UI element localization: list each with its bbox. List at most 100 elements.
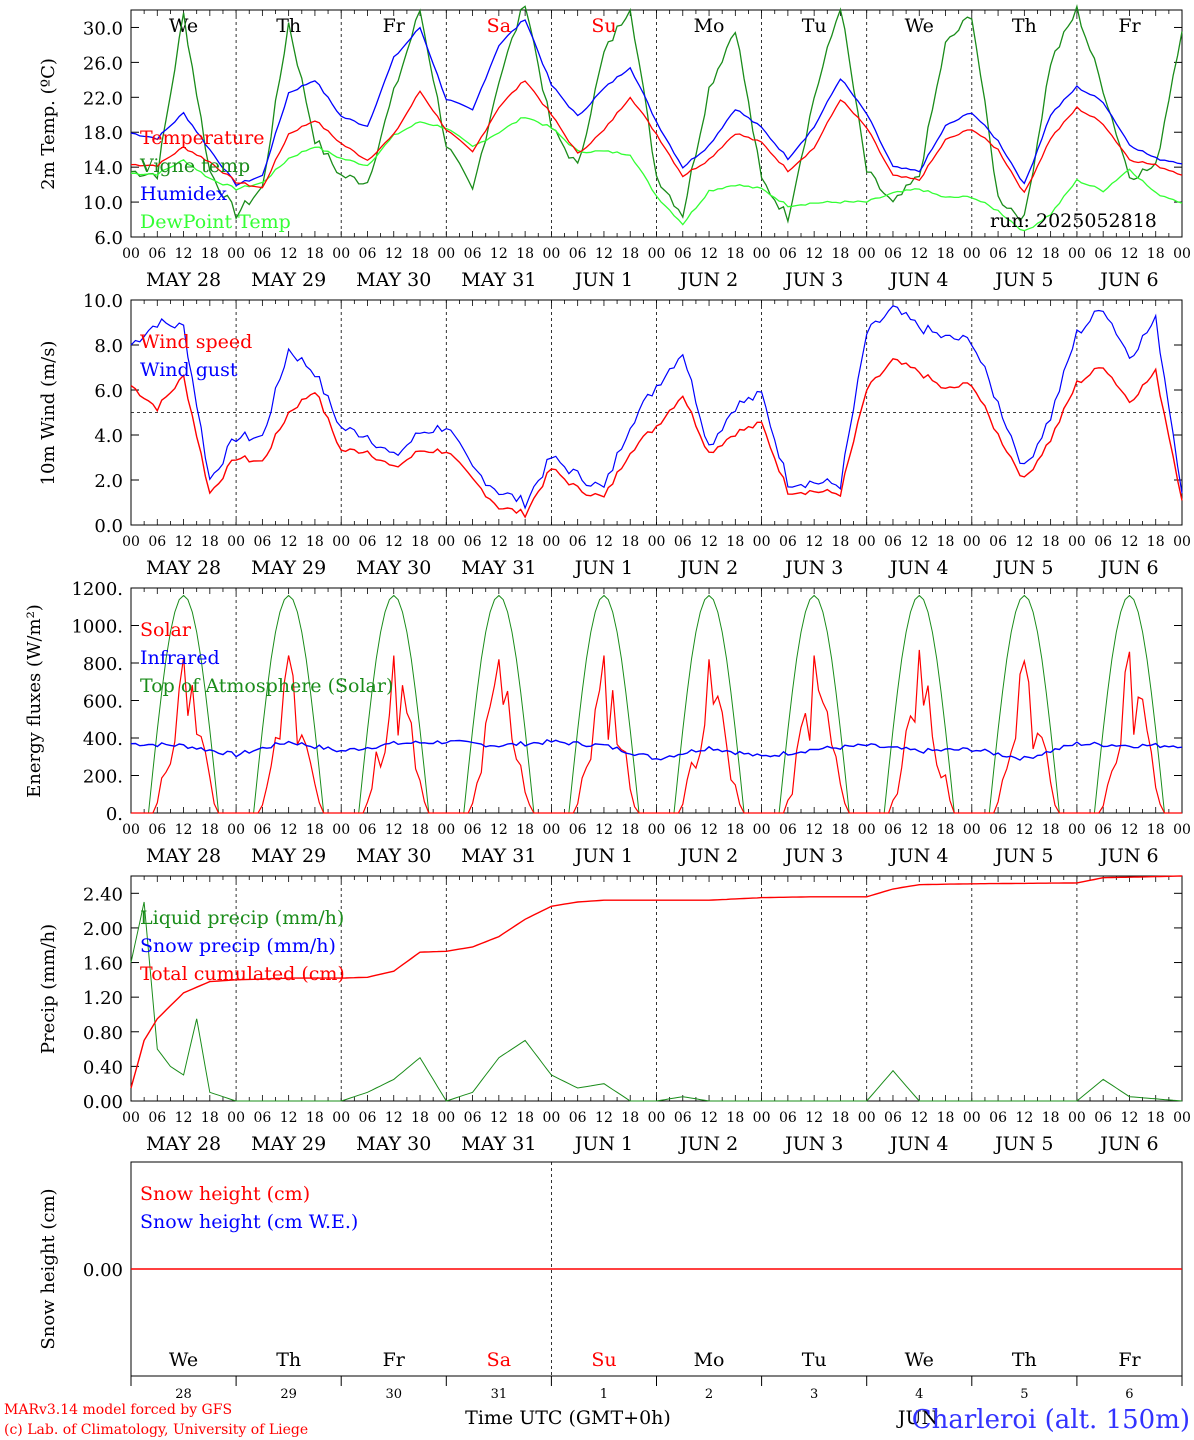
hour-tick-label: 06	[779, 534, 797, 550]
hour-tick-label: 12	[490, 1110, 508, 1126]
hour-tick-label: 12	[700, 534, 718, 550]
hour-tick-label: 06	[569, 534, 587, 550]
y-tick-label: 1200.	[71, 579, 123, 600]
day-number-label: 6	[1125, 1387, 1133, 1402]
energy-legend: Solar Infrared Top of Atmosphere (Solar)	[140, 619, 393, 697]
hour-tick-label: 06	[569, 246, 587, 262]
y-tick-label: 800.	[83, 654, 123, 675]
hour-tick-label: 18	[306, 534, 324, 550]
hour-tick-label: 00	[332, 246, 350, 262]
legend-wind-speed: Wind speed	[140, 331, 252, 353]
hour-tick-label: 18	[306, 246, 324, 262]
hour-tick-label: 12	[1015, 822, 1033, 838]
hour-tick-label: 06	[674, 822, 692, 838]
hour-tick-label: 12	[595, 246, 613, 262]
hour-tick-label: 12	[175, 822, 193, 838]
hour-tick-label: 00	[542, 534, 560, 550]
date-label: JUN 4	[888, 1133, 948, 1155]
hour-tick-label: 12	[490, 246, 508, 262]
date-label: JUN 1	[573, 1133, 633, 1155]
hour-tick-label: 12	[805, 534, 823, 550]
hour-tick-label: 18	[201, 1110, 219, 1126]
date-label: MAY 29	[251, 845, 326, 867]
hour-tick-label: 12	[280, 534, 298, 550]
legend-solar: Solar	[140, 619, 192, 641]
hour-tick-label: 12	[385, 822, 403, 838]
day-number-label: 3	[810, 1387, 818, 1402]
y-tick-label: 1000.	[71, 617, 123, 638]
hour-tick-label: 06	[253, 246, 271, 262]
hour-tick-label: 18	[1147, 822, 1165, 838]
hour-tick-label: 18	[1147, 1110, 1165, 1126]
series-wind-speed	[130, 358, 1183, 519]
panels-layer: 00 06 12 18 00 06 12 18 00 06 12 18 00 06 12 18 00 06 12 18…	[71, 4, 1191, 1402]
day-number-label: 28	[175, 1387, 192, 1402]
hour-tick-label: 12	[280, 822, 298, 838]
hour-tick-label: 00	[542, 1110, 560, 1126]
date-label: MAY 31	[461, 845, 536, 867]
hour-tick-label: 12	[595, 534, 613, 550]
hour-tick-label: 00	[1068, 246, 1086, 262]
hour-tick-label: 18	[1147, 246, 1165, 262]
hour-tick-label: 06	[359, 822, 377, 838]
hour-tick-label: 06	[779, 1110, 797, 1126]
hour-tick-label: 12	[175, 246, 193, 262]
precip-legend: Liquid precip (mm/h) Snow precip (mm/h) …	[140, 907, 345, 985]
hour-tick-label: 18	[937, 246, 955, 262]
series-dewpoint	[131, 117, 1183, 232]
lab-credit: (c) Lab. of Climatology, University of L…	[4, 1422, 308, 1438]
hour-tick-label: 18	[306, 822, 324, 838]
hour-tick-label: 00	[437, 534, 455, 550]
date-label: JUN 3	[783, 269, 843, 291]
legend-humidex: Humidex	[140, 183, 227, 205]
legend-snow-height-we: Snow height (cm W.E.)	[140, 1211, 358, 1233]
day-number-label: 31	[491, 1387, 508, 1402]
hour-tick-label: 18	[832, 534, 850, 550]
hour-tick-label: 00	[122, 822, 140, 838]
legend-wind-gust: Wind gust	[140, 359, 238, 381]
hour-tick-label: 00	[332, 1110, 350, 1126]
date-label: JUN 5	[993, 269, 1053, 291]
day-name-label: Mo	[694, 15, 725, 37]
date-label: MAY 31	[461, 269, 536, 291]
y-tick-label: 0.00	[83, 1092, 123, 1113]
day-name-label: Sa	[487, 15, 511, 37]
hour-tick-label: 00	[963, 822, 981, 838]
ylabel-wind: 10m Wind (m/s)	[38, 341, 59, 486]
hour-tick-label: 06	[464, 1110, 482, 1126]
day-name-label: Th	[276, 1349, 301, 1371]
hour-tick-label: 12	[280, 1110, 298, 1126]
hour-tick-label: 06	[253, 534, 271, 550]
y-tick-label: 30.0	[83, 18, 123, 39]
hour-tick-label: 12	[700, 246, 718, 262]
hour-tick-label: 06	[464, 822, 482, 838]
date-label: JUN 1	[573, 269, 633, 291]
hour-tick-label: 18	[306, 1110, 324, 1126]
hour-tick-label: 18	[726, 1110, 744, 1126]
station-label: Charleroi (alt. 150m)	[912, 1405, 1190, 1435]
hour-tick-label: 12	[1121, 246, 1139, 262]
hour-tick-label: 00	[753, 534, 771, 550]
date-label: JUN 5	[993, 1133, 1053, 1155]
hour-tick-label: 18	[937, 1110, 955, 1126]
hour-tick-label: 12	[1121, 822, 1139, 838]
hour-tick-label: 00	[858, 246, 876, 262]
date-label: MAY 30	[356, 1133, 431, 1155]
hour-tick-label: 12	[175, 534, 193, 550]
hour-tick-label: 00	[437, 1110, 455, 1126]
hour-tick-label: 12	[1015, 246, 1033, 262]
legend-temperature: Temperature	[140, 127, 264, 149]
date-label: MAY 29	[251, 1133, 326, 1155]
date-label: MAY 30	[356, 269, 431, 291]
legend-dewpoint: DewPoint Temp	[140, 211, 291, 233]
y-tick-label: 0.80	[83, 1023, 123, 1044]
day-name-label: Fr	[1118, 15, 1141, 37]
day-name-label: Th	[1012, 1349, 1037, 1371]
day-name-label: We	[169, 1349, 198, 1371]
month-mark: JUN	[896, 1407, 938, 1429]
panel-frame-2	[130, 587, 1183, 814]
hour-tick-label: 06	[779, 822, 797, 838]
y-tick-label: 4.0	[94, 426, 123, 447]
hour-tick-label: 06	[569, 822, 587, 838]
legend-total-cumulated: Total cumulated (cm)	[140, 963, 345, 985]
